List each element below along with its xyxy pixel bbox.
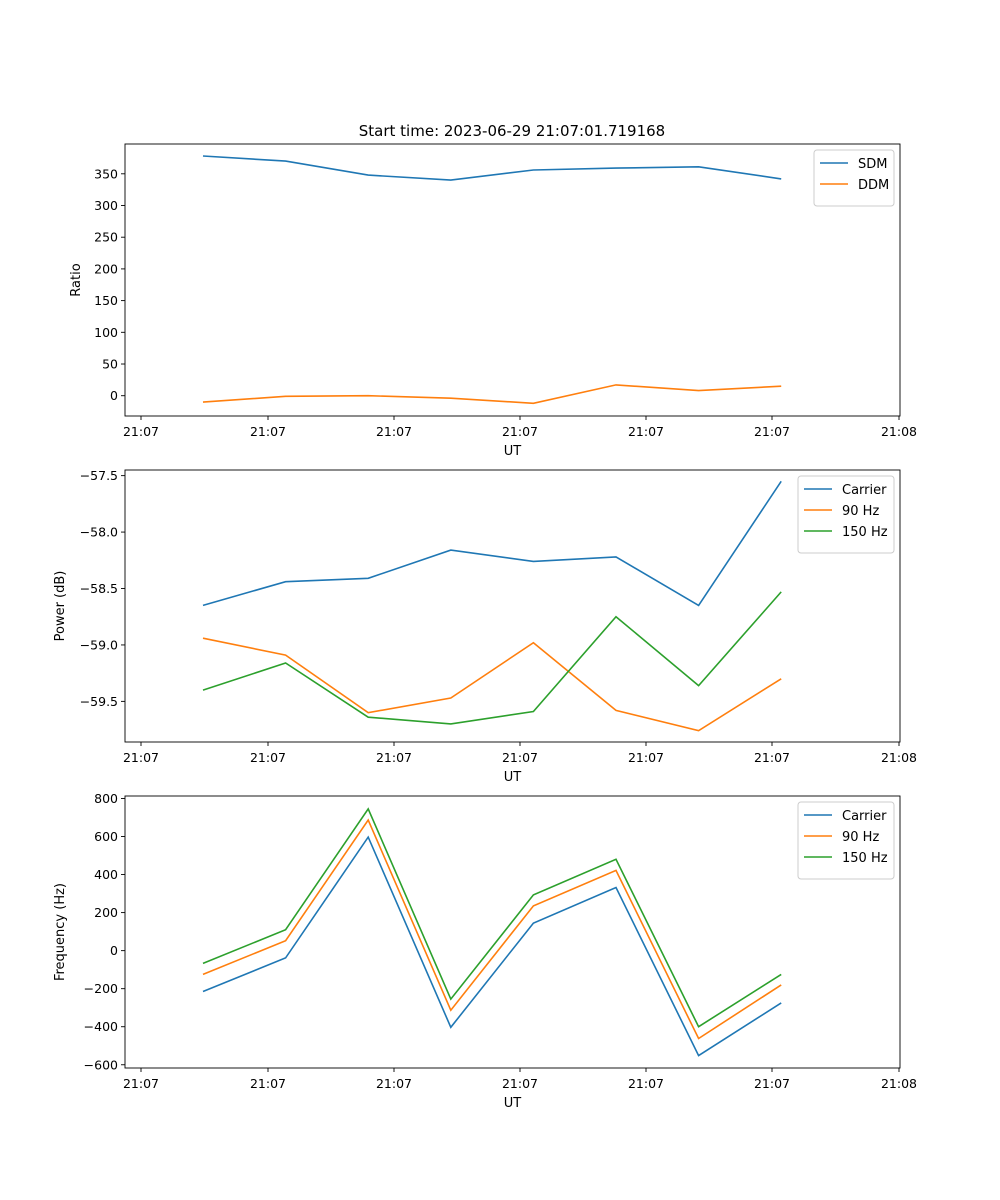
panel-ratio: 21:07 21:07 21:07 21:07 21:07 21:07 21:08 0 50 10… xyxy=(69,143,917,459)
y-tick-label: 0 xyxy=(110,943,118,958)
series-line-ddm xyxy=(202,384,782,405)
x-tick-label: 21:07 xyxy=(123,750,159,765)
axes-frame xyxy=(124,795,901,1069)
y-tick-label: 300 xyxy=(94,198,118,213)
x-tick-label: 21:08 xyxy=(881,750,917,765)
legend-box xyxy=(797,801,895,880)
x-tick-label: 21:07 xyxy=(123,1076,159,1091)
panel-power: 21:07 21:07 21:07 21:07 21:07 21:07 21:08 −59.5… xyxy=(53,468,917,785)
y-tick-label: −59.0 xyxy=(80,637,118,652)
x-tick-label: 21:07 xyxy=(502,424,538,439)
x-tick-label: 21:07 xyxy=(502,750,538,765)
x-axis-label: UT xyxy=(504,444,522,459)
legend-box xyxy=(797,475,895,554)
x-tick-label: 21:07 xyxy=(376,750,412,765)
y-tick-label: −57.5 xyxy=(80,468,118,483)
y-tick-label: 200 xyxy=(94,261,118,276)
x-tick-label: 21:07 xyxy=(250,1076,286,1091)
legend: SDM DDM xyxy=(813,149,895,207)
y-axis-label: Frequency (Hz) xyxy=(53,883,68,981)
y-tick-label: 400 xyxy=(94,867,118,882)
x-tick-label: 21:07 xyxy=(754,750,790,765)
y-axis-label: Ratio xyxy=(69,263,84,296)
x-tick-label: 21:07 xyxy=(250,424,286,439)
x-axis-label: UT xyxy=(504,1096,522,1111)
series-line-90-hz xyxy=(202,637,782,732)
series-line-sdm xyxy=(202,155,782,181)
y-tick-label: −58.0 xyxy=(80,525,118,540)
axes-frame xyxy=(124,143,901,417)
x-tick-label: 21:08 xyxy=(881,424,917,439)
y-tick-label: −59.5 xyxy=(80,694,118,709)
y-tick-label: −58.5 xyxy=(80,581,118,596)
y-tick-label: 200 xyxy=(94,905,118,920)
x-tick-label: 21:07 xyxy=(628,750,664,765)
y-tick-label: 100 xyxy=(94,325,118,340)
y-tick-label: 50 xyxy=(102,357,118,372)
x-tick-label: 21:08 xyxy=(881,1076,917,1091)
series-line-90-hz xyxy=(202,818,782,1040)
x-tick-label: 21:07 xyxy=(250,750,286,765)
legend-label: DDM xyxy=(858,178,889,193)
y-tick-label: 600 xyxy=(94,829,118,844)
axes-frame xyxy=(124,469,901,743)
y-tick-label: 250 xyxy=(94,230,118,245)
series-line-150-hz xyxy=(202,591,782,725)
legend-label: 150 Hz xyxy=(842,851,888,866)
x-tick-label: 21:07 xyxy=(628,424,664,439)
legend: Carrier 90 Hz 150 Hz xyxy=(797,475,895,554)
y-tick-label: 150 xyxy=(94,293,118,308)
x-tick-label: 21:07 xyxy=(376,424,412,439)
legend-box xyxy=(813,149,895,207)
x-axis-label: UT xyxy=(504,770,522,785)
x-tick-label: 21:07 xyxy=(376,1076,412,1091)
y-tick-label: −600 xyxy=(84,1057,118,1072)
y-tick-label: −400 xyxy=(84,1019,118,1034)
y-axis-label: Power (dB) xyxy=(53,571,68,642)
x-tick-label: 21:07 xyxy=(502,1076,538,1091)
series-line-carrier xyxy=(202,480,782,607)
legend-label: 90 Hz xyxy=(842,504,879,519)
x-tick-label: 21:07 xyxy=(754,1076,790,1091)
legend-label: 150 Hz xyxy=(842,525,888,540)
y-tick-label: −200 xyxy=(84,981,118,996)
panel-frequency: 21:07 21:07 21:07 21:07 21:07 21:07 21:08 −600 −… xyxy=(53,791,917,1111)
legend-label: SDM xyxy=(858,157,887,172)
x-tick-label: 21:07 xyxy=(754,424,790,439)
series-line-carrier xyxy=(202,835,782,1057)
chart-title: Start time: 2023-06-29 21:07:01.719168 xyxy=(359,122,665,140)
legend-label: 90 Hz xyxy=(842,830,879,845)
y-tick-label: 350 xyxy=(94,166,118,181)
x-tick-label: 21:07 xyxy=(123,424,159,439)
legend: Carrier 90 Hz 150 Hz xyxy=(797,801,895,880)
legend-label: Carrier xyxy=(842,809,887,824)
x-tick-label: 21:07 xyxy=(628,1076,664,1091)
legend-label: Carrier xyxy=(842,483,887,498)
series-line-150-hz xyxy=(202,807,782,1028)
y-tick-label: 800 xyxy=(94,791,118,806)
y-tick-label: 0 xyxy=(110,388,118,403)
